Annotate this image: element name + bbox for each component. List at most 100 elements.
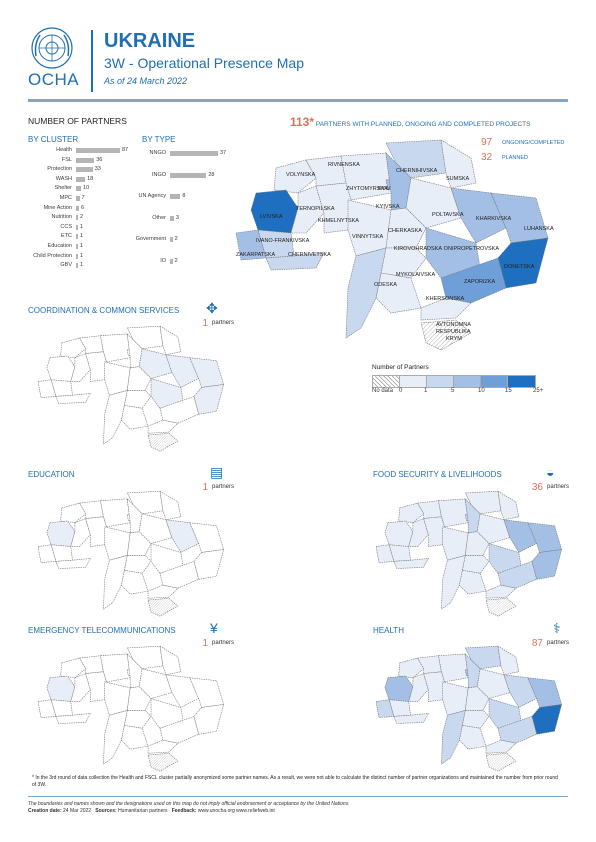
region-sumska (159, 490, 182, 521)
region-odeska (103, 555, 128, 610)
region-luhanska (527, 522, 563, 553)
region-chernihivska (385, 139, 447, 179)
region-label: IVANO-FRANKIVSKA (256, 238, 310, 244)
planned-label: PLANNED (502, 155, 528, 161)
region-lvivska (384, 675, 414, 702)
bar (76, 148, 120, 153)
region-label: SUMSKA (446, 176, 470, 182)
region-label: KHMELNYTSKA (318, 218, 359, 224)
region-label: VINNYTSKA (352, 234, 384, 240)
region-dnipropetrovska (425, 227, 482, 279)
bar-value: 2 (174, 257, 178, 264)
bar (76, 244, 78, 249)
education-icon: ▤ (210, 464, 224, 480)
bar-label: Government (135, 236, 166, 242)
region-label: MYKOLAIVSKA (396, 272, 435, 278)
legend-label: 25+ (533, 388, 544, 394)
region-chernihivska (126, 325, 164, 350)
bar-value: 36 (96, 156, 103, 163)
cluster-unit: partners (212, 320, 235, 326)
region-lvivska (46, 675, 76, 702)
region-chernihivska (464, 645, 502, 670)
coordination-icon: ✥ (206, 300, 218, 316)
bar-label: CCS (60, 223, 72, 230)
region-volynska (60, 502, 86, 524)
bar-value: 33 (94, 166, 101, 173)
region-donetska (193, 704, 225, 735)
legend-swatch-nodata (372, 375, 401, 388)
region-label: ZHYTOMYRSKA (346, 186, 388, 192)
region-label: KRYM (446, 336, 462, 342)
region-kharkivska (165, 674, 200, 708)
region-rivnenska (417, 500, 442, 519)
legend-label: 15 (505, 388, 512, 394)
legend-swatch (453, 375, 482, 388)
ongoing-label: ONGOING/COMPLETED (502, 140, 565, 146)
region-label: KHARKIVSKA (476, 216, 511, 222)
region-zhytomyrska (100, 653, 131, 683)
bar-value: 3 (175, 214, 179, 221)
bar-value: 1 (80, 252, 84, 259)
region-lvivska (46, 355, 76, 382)
region-sumska (159, 325, 182, 356)
cluster-unit: partners (212, 640, 235, 646)
region-odeska (441, 555, 466, 610)
region-kirovohradska (123, 710, 152, 729)
region-avtonomna-respublika-krym (485, 597, 517, 617)
bar (170, 172, 207, 178)
region-luhanska (189, 357, 225, 388)
region-rivnenska (79, 335, 104, 354)
region-zaporizka (497, 561, 538, 589)
cluster-map (376, 490, 563, 617)
legend-swatch (399, 375, 428, 388)
region-label: CHERKASKA (388, 228, 422, 234)
region-vinnytska (442, 526, 469, 561)
region-label: AVTONOMNA (436, 322, 471, 328)
region-sumska (497, 490, 520, 521)
region-lvivska (46, 520, 76, 547)
bar-value: 8 (182, 193, 186, 199)
region-cherkaska (464, 686, 490, 711)
bar-label: GBV (60, 262, 72, 269)
region-label: ZAKARPATSKA (236, 252, 276, 258)
region-khersonska (147, 739, 179, 754)
by-type-heading: BY TYPE (142, 135, 176, 144)
region-chernivetska (55, 713, 91, 724)
bar-value: 2 (80, 214, 84, 221)
region-lvivska (384, 520, 414, 547)
bar-value: 2 (174, 236, 178, 242)
region-kirovohradska (380, 247, 427, 279)
region-chernivetska (265, 252, 325, 271)
region-chernivetska (393, 558, 429, 569)
region-luhanska (189, 522, 225, 553)
region-volynska (398, 657, 424, 679)
bar-label: FSL (61, 156, 72, 163)
cluster-title: EDUCATION (28, 470, 75, 479)
region-poltavska (138, 513, 173, 544)
bar (76, 196, 80, 201)
region-odeska (441, 710, 466, 765)
bar-label: MPC (59, 195, 72, 201)
sources-value: Humanitarian partners (118, 808, 168, 814)
region-label: KYIVSKA (376, 204, 400, 210)
region-vinnytska (104, 681, 131, 716)
bar (76, 224, 78, 230)
bar-value: 87 (122, 147, 129, 153)
cluster-count: 36 (531, 482, 543, 493)
region-kirovohradska (461, 710, 490, 729)
region-volynska (60, 657, 86, 679)
bar-label: WASH (55, 175, 72, 182)
health-icon: ⚕ (553, 620, 561, 636)
bar-value: 1 (80, 262, 84, 269)
bar-value: 10 (83, 185, 90, 192)
region-label: KYIV (378, 186, 391, 192)
bar (76, 167, 93, 173)
total-partners-text: PARTNERS WITH PLANNED, ONGOING AND COMPL… (315, 121, 531, 128)
region-poltavska (476, 668, 511, 699)
region-vinnytska (104, 526, 131, 561)
region-poltavska (138, 668, 173, 699)
footnote: * In the 3rd round of data collection th… (32, 775, 558, 788)
legend-label: 0 (399, 388, 403, 394)
region-label: POLTAVSKA (432, 212, 464, 218)
region-label: KIROVOHRADSKA (394, 246, 442, 252)
